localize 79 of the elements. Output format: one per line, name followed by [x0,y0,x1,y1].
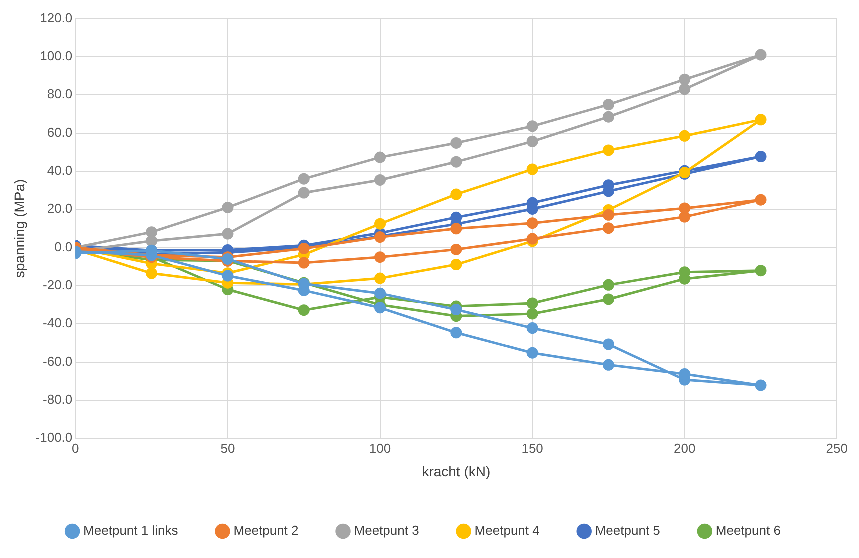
y-tick-label: -20.0 [43,278,73,293]
point [526,308,538,320]
point [298,187,310,199]
point [755,114,767,126]
point [755,49,767,61]
point [298,304,310,316]
x-axis-title: kracht (kN) [422,463,491,480]
point [374,152,386,164]
point [679,74,691,86]
point [526,298,538,310]
point [298,257,310,269]
y-tick-label: -80.0 [43,392,73,408]
y-tick-label: -60.0 [43,354,73,369]
legend-label: Meetpunt 3 [354,523,420,538]
point [755,380,767,392]
point [526,233,538,245]
point [146,235,158,247]
point [526,120,538,132]
point [374,218,386,230]
legend-label: Meetpunt 4 [474,523,540,538]
point [374,288,386,300]
y-tick-label: 40.0 [47,163,73,178]
point [146,268,158,280]
legend-label: Meetpunt 1 links [84,523,179,538]
point [679,211,691,223]
point [450,327,462,339]
point [450,223,462,235]
y-axis-title: spanning (MPa) [11,179,28,278]
y-tick-label: 120.0 [40,10,73,26]
x-tick-label: 100 [369,440,392,456]
point [679,130,691,142]
point [450,304,462,316]
x-tick-label: 0 [72,440,80,456]
point [755,194,767,206]
point [602,338,614,350]
point [374,302,386,314]
point [450,137,462,149]
y-tick-label: 100.0 [40,48,73,64]
x-tick-label: 50 [220,440,236,456]
point [602,294,614,306]
point [450,188,462,200]
y-tick-label: 80.0 [47,86,73,102]
y-tick-label: 60.0 [47,124,73,140]
point [374,174,386,186]
point [374,272,386,284]
point [222,228,234,240]
point [450,244,462,256]
point [146,226,158,238]
point [526,322,538,334]
point [526,136,538,148]
y-tick-label: -100.0 [36,430,73,446]
point [602,279,614,291]
point [602,99,614,111]
point [602,209,614,221]
legend-label: Meetpunt 2 [234,523,299,538]
point [222,202,234,214]
point [450,259,462,271]
point [526,218,538,230]
legend-label: Meetpunt 6 [716,523,781,538]
point [602,111,614,123]
point [222,270,234,282]
legend-label: Meetpunt 5 [595,523,660,538]
point [679,84,691,96]
y-tick-label: -40.0 [43,316,73,331]
point [755,151,767,163]
point [298,173,310,185]
point [374,252,386,264]
point [602,359,614,371]
point [602,222,614,234]
x-tick-label: 200 [674,440,696,456]
y-tick-label: 0.0 [54,239,73,254]
point [450,156,462,168]
x-tick-label: 150 [522,440,544,456]
point [526,164,538,176]
point [526,347,538,359]
y-tick-label: 20.0 [47,201,73,216]
point [755,265,767,277]
x-tick-label: 250 [826,440,848,456]
point [602,144,614,156]
